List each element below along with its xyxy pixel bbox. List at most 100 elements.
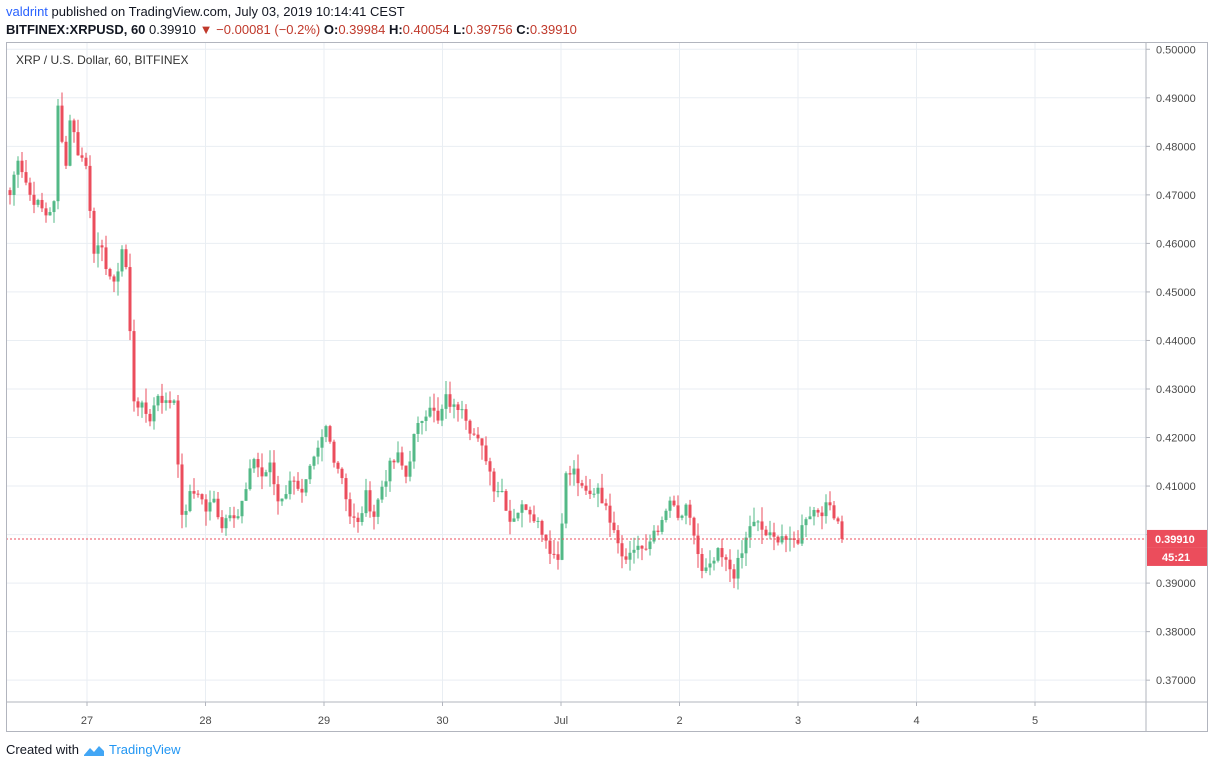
candle-body — [488, 461, 492, 472]
candle-body — [20, 160, 24, 173]
candle-body — [776, 536, 780, 543]
candle-body — [752, 521, 756, 527]
candle-body — [236, 516, 240, 519]
candle-body — [800, 525, 804, 544]
tradingview-link[interactable]: TradingView — [108, 742, 181, 757]
price-change: −0.00081 (−0.2%) — [216, 22, 321, 37]
candle-body — [400, 452, 404, 466]
candle-body — [712, 560, 716, 564]
candle-body — [516, 512, 520, 519]
candle-body — [380, 486, 384, 500]
candle-body — [152, 405, 156, 422]
candle-body — [320, 436, 324, 448]
candle-body — [612, 522, 616, 531]
candle-body — [556, 554, 560, 560]
candle-body — [192, 491, 196, 494]
candle-body — [244, 489, 248, 501]
candle-body — [136, 401, 140, 408]
price-chart[interactable]: 0.370000.380000.390000.400000.410000.420… — [6, 42, 1208, 732]
candle-body — [8, 190, 12, 195]
last-price-label: 0.39910 — [1155, 534, 1195, 546]
y-tick-label: 0.45000 — [1156, 287, 1196, 299]
candle-body — [156, 395, 160, 406]
x-tick-label: 3 — [795, 715, 801, 727]
candle-body — [588, 490, 592, 495]
close-value: 0.39910 — [529, 22, 577, 37]
candle-body — [700, 554, 704, 571]
candle-body — [628, 552, 632, 560]
candle-body — [812, 509, 816, 517]
candle-body — [256, 459, 260, 468]
candle-body — [624, 556, 628, 560]
y-tick-label: 0.47000 — [1156, 190, 1196, 202]
open-label: O: — [323, 22, 339, 37]
candle-body — [112, 276, 116, 282]
candle-body — [108, 269, 112, 277]
candle-body — [736, 557, 740, 579]
candle-body — [460, 409, 464, 411]
candle-body — [492, 471, 496, 492]
candle-body — [552, 553, 556, 555]
x-tick-label: Jul — [554, 715, 568, 727]
candle-body — [368, 490, 372, 512]
candle-body — [432, 407, 436, 411]
candle-body — [316, 447, 320, 457]
candle-body — [264, 472, 268, 477]
candle-body — [340, 468, 344, 479]
candle-body — [360, 513, 364, 522]
candle-body — [332, 441, 336, 463]
candle-body — [620, 543, 624, 557]
candle-body — [500, 491, 504, 493]
publish-header: valdrint published on TradingView.com, J… — [6, 4, 405, 19]
candle-body — [692, 517, 696, 536]
candle-body — [268, 462, 272, 473]
candle-body — [440, 408, 444, 421]
y-tick-label: 0.38000 — [1156, 627, 1196, 639]
candle-body — [808, 516, 812, 520]
candle-body — [584, 485, 588, 491]
candle-body — [352, 516, 356, 518]
candle-body — [84, 157, 88, 166]
candle-body — [336, 462, 340, 469]
candle-body — [96, 245, 100, 254]
candle-body — [100, 245, 104, 248]
x-tick-label: 29 — [318, 715, 330, 727]
candle-body — [76, 132, 80, 156]
candle-body — [292, 480, 296, 482]
y-tick-label: 0.46000 — [1156, 238, 1196, 250]
author-link[interactable]: valdrint — [6, 4, 48, 19]
candle-body — [724, 557, 728, 560]
countdown-label: 45:21 — [1162, 552, 1190, 564]
candle-body — [572, 468, 576, 475]
ticker-symbol: BITFINEX:XRPUSD, 60 — [6, 22, 146, 37]
candle-body — [376, 499, 380, 517]
candle-body — [672, 500, 676, 506]
candle-body — [200, 494, 204, 500]
candle-body — [596, 487, 600, 494]
close-label: C: — [516, 22, 530, 37]
candle-body — [392, 460, 396, 463]
candle-body — [164, 400, 168, 403]
low-label: L: — [453, 22, 466, 37]
y-tick-label: 0.48000 — [1156, 141, 1196, 153]
candle-body — [580, 483, 584, 486]
y-tick-label: 0.39000 — [1156, 578, 1196, 590]
y-tick-label: 0.49000 — [1156, 93, 1196, 105]
candle-body — [768, 532, 772, 536]
candle-body — [564, 473, 568, 524]
candle-body — [484, 445, 488, 462]
candle-body — [12, 174, 16, 195]
candle-body — [280, 498, 284, 502]
candle-body — [240, 500, 244, 517]
candle-body — [60, 105, 64, 142]
low-value: 0.39756 — [465, 22, 513, 37]
candle-body — [40, 199, 44, 209]
candle-body — [476, 434, 480, 439]
countdown-tag — [1147, 547, 1207, 566]
candle-body — [512, 518, 516, 522]
candle-body — [528, 509, 532, 515]
candle-body — [160, 395, 164, 403]
candle-body — [416, 423, 420, 434]
created-with-text: Created with — [6, 742, 79, 757]
candle-body — [524, 504, 528, 510]
